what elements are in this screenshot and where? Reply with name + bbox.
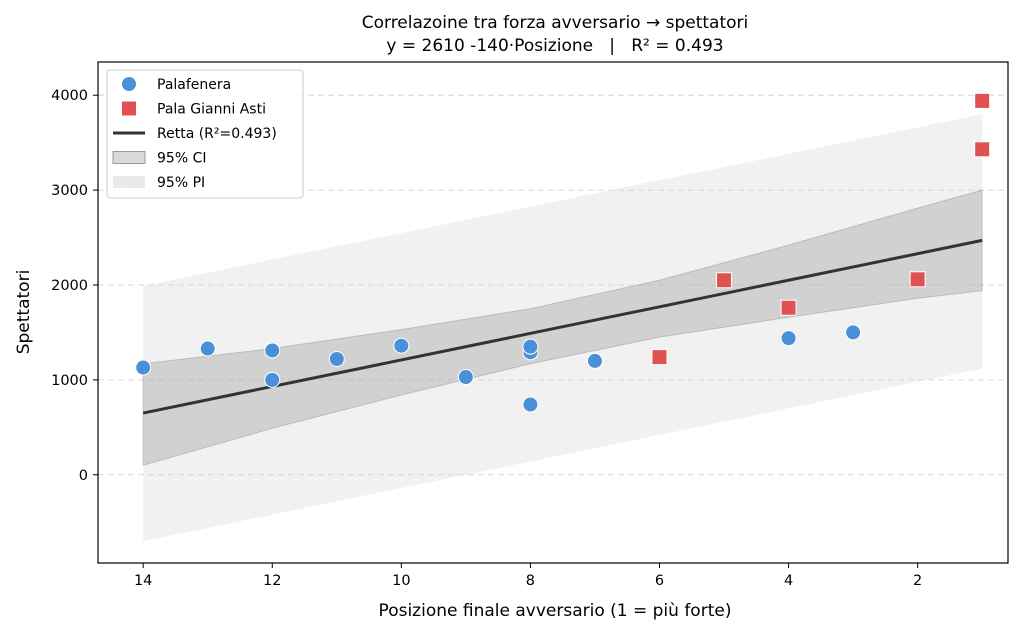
point-palafenera — [393, 337, 410, 354]
x-tick-label: 10 — [392, 573, 410, 589]
x-tick-label: 6 — [655, 573, 664, 589]
point-palafenera — [522, 396, 539, 413]
point-palafenera — [845, 324, 862, 341]
regression-layer — [142, 238, 983, 415]
legend-box — [106, 69, 304, 199]
point-palafenera — [522, 338, 539, 355]
point-palafenera — [457, 369, 474, 386]
chart-subtitle: y = 2610 -140·Posizione | R² = 0.493 — [386, 36, 723, 56]
x-tick-label: 4 — [784, 573, 793, 589]
chart-title: Correlazoine tra forza avversario → spet… — [362, 13, 749, 33]
legend-marker-ci — [112, 151, 146, 164]
legend-label: 95% PI — [157, 175, 205, 191]
legend-label: Palafenera — [157, 77, 231, 93]
point-palafenera — [264, 342, 281, 359]
x-tick-label: 2 — [913, 573, 922, 589]
legend-label: 95% CI — [157, 151, 206, 167]
legend-marker-palafenera — [121, 76, 137, 92]
y-axis-ticks: 0 1000 2000 3000 4000 — [51, 88, 98, 484]
point-pala-gianni-asti — [909, 271, 926, 288]
y-tick-label: 0 — [79, 468, 88, 484]
legend-marker-pi — [113, 176, 145, 188]
point-palafenera — [135, 359, 152, 376]
point-pala-gianni-asti — [716, 272, 733, 289]
point-palafenera — [264, 371, 281, 388]
point-palafenera — [586, 352, 603, 369]
x-tick-label: 8 — [526, 573, 535, 589]
point-pala-gianni-asti — [974, 141, 991, 158]
y-tick-label: 4000 — [51, 88, 88, 104]
legend-label: Retta (R²=0.493) — [157, 126, 277, 142]
x-tick-label: 12 — [263, 573, 281, 589]
y-tick-label: 2000 — [51, 278, 88, 294]
y-axis-label: Spettatori — [14, 270, 34, 355]
regression-line — [142, 238, 983, 415]
point-palafenera — [328, 350, 345, 367]
y-tick-label: 3000 — [51, 183, 88, 199]
point-palafenera — [780, 330, 797, 347]
x-tick-label: 14 — [134, 573, 152, 589]
point-palafenera — [199, 340, 216, 357]
data-points — [135, 92, 991, 413]
point-pala-gianni-asti — [780, 299, 797, 316]
plot-frame — [97, 61, 1009, 564]
point-pala-gianni-asti — [651, 349, 668, 366]
legend-label: Pala Gianni Asti — [157, 102, 266, 118]
x-axis-label: Posizione finale avversario (1 = più for… — [379, 601, 732, 621]
point-pala-gianni-asti — [974, 92, 991, 109]
legend-marker-pala-gianni-asti — [121, 100, 137, 117]
legend: Palafenera Pala Gianni Asti Retta (R²=0.49… — [106, 69, 304, 199]
x-axis-ticks: 14 12 10 8 6 4 2 — [134, 563, 922, 589]
y-tick-label: 1000 — [51, 373, 88, 389]
